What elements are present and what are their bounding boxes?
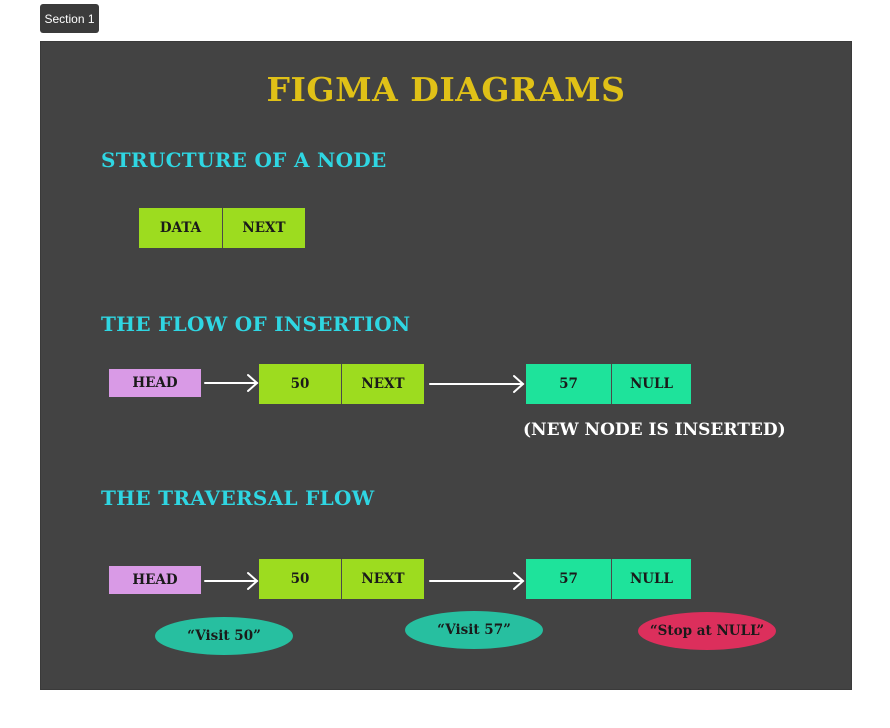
traversal-node2-null: NULL — [611, 559, 691, 599]
traversal-heading: THE TRAVERSAL FLOW — [101, 486, 375, 510]
insertion-node1-next: NEXT — [341, 364, 424, 404]
insertion-node2-null: NULL — [611, 364, 691, 404]
visit-50-bubble: “Visit 50” — [155, 617, 293, 655]
structure-heading: STRUCTURE OF A NODE — [101, 148, 387, 172]
traversal-node1-next: NEXT — [341, 559, 424, 599]
visit-57-bubble: “Visit 57” — [405, 611, 543, 649]
insertion-arrow-node1-to-node2 — [429, 375, 525, 393]
section-label[interactable]: Section 1 — [40, 4, 99, 33]
traversal-arrow-node1-to-node2 — [429, 572, 525, 590]
structure-next-cell: NEXT — [222, 208, 305, 248]
diagram-frame: FIGMA DIAGRAMS STRUCTURE OF A NODE DATA … — [40, 41, 852, 690]
traversal-head: HEAD — [109, 566, 201, 594]
connector-arrows — [204, 374, 525, 590]
structure-data-cell: DATA — [139, 208, 222, 248]
insertion-note: (NEW NODE IS INSERTED) — [523, 420, 786, 440]
insertion-node2-value: 57 — [526, 364, 611, 404]
page-title: FIGMA DIAGRAMS — [266, 70, 626, 109]
insertion-heading: THE FLOW OF INSERTION — [101, 312, 411, 336]
insertion-arrow-head-to-node1 — [204, 374, 259, 392]
insertion-head: HEAD — [109, 369, 201, 397]
traversal-node2-value: 57 — [526, 559, 611, 599]
traversal-arrow-head-to-node1 — [204, 572, 259, 590]
insertion-node1-value: 50 — [259, 364, 341, 404]
stop-null-bubble: “Stop at NULL” — [638, 612, 776, 650]
traversal-node1-value: 50 — [259, 559, 341, 599]
